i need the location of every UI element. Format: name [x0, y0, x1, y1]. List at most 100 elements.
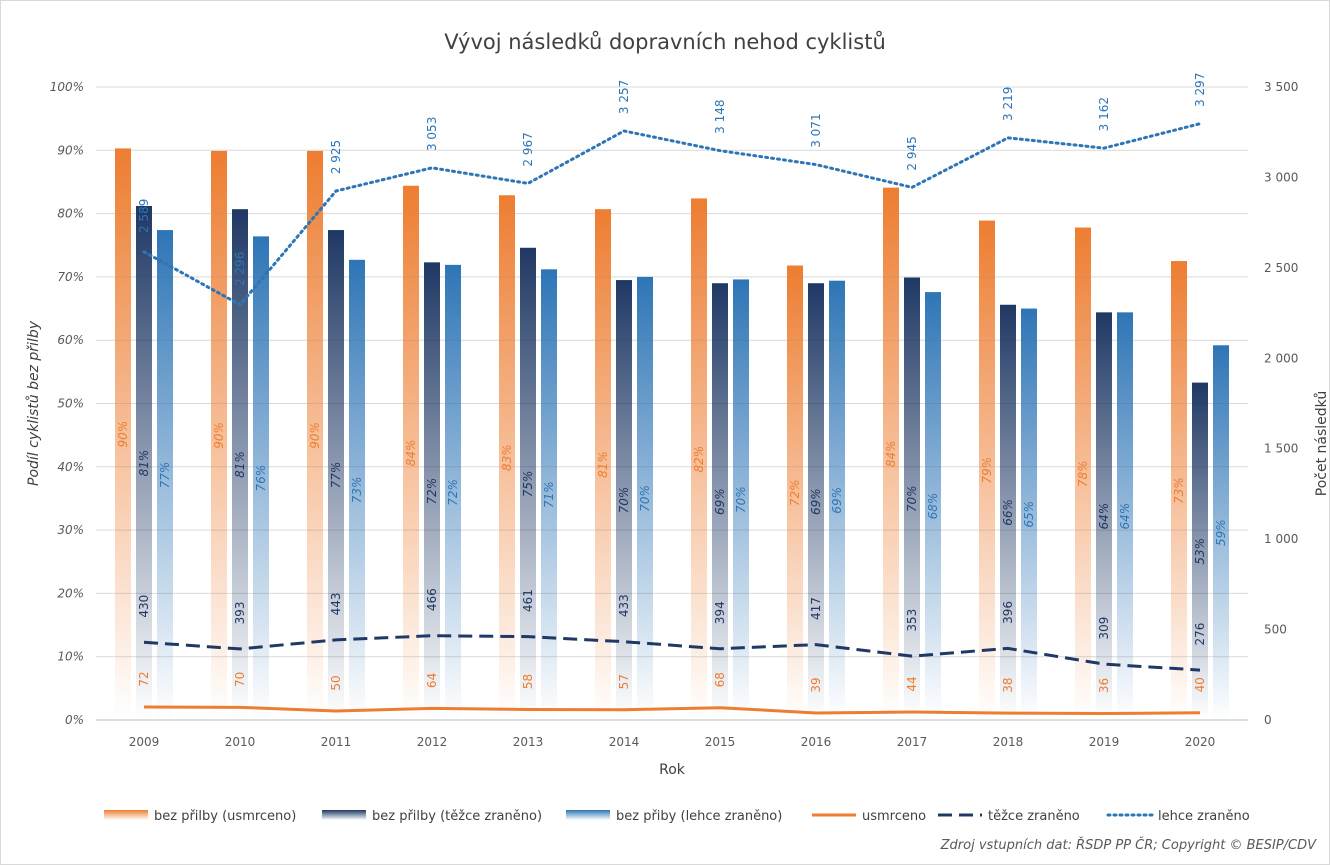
- legend-label: lehce zraněno: [1158, 809, 1250, 824]
- y-right-tick-label: 0: [1264, 713, 1272, 727]
- bar: [829, 280, 845, 720]
- bar: [328, 230, 344, 721]
- line-data-label: 3 297: [1193, 73, 1207, 107]
- x-tick-label: 2020: [1185, 735, 1216, 749]
- bar: [925, 292, 941, 720]
- bar-data-label: 79%: [980, 457, 994, 484]
- line-data-label: 433: [617, 594, 631, 617]
- y-left-tick-label: 40%: [57, 460, 84, 474]
- bar-data-label: 71%: [542, 481, 556, 508]
- y-left-tick-label: 10%: [57, 650, 84, 664]
- bar: [979, 220, 995, 721]
- bar-data-label: 90%: [116, 421, 130, 448]
- y-left-tick-label: 20%: [57, 586, 84, 600]
- bar: [1075, 227, 1091, 720]
- bar: [808, 283, 824, 720]
- bar-data-label: 81%: [137, 450, 151, 477]
- bar-data-label: 73%: [1172, 477, 1186, 504]
- legend-swatch: [322, 810, 366, 820]
- x-tick-label: 2009: [129, 735, 160, 749]
- line-data-label: 3 257: [617, 80, 631, 114]
- bar-data-label: 53%: [1193, 538, 1207, 565]
- bar-data-label: 70%: [617, 487, 631, 514]
- line-data-label: 40: [1193, 677, 1207, 692]
- bar: [787, 265, 803, 720]
- bar: [115, 148, 131, 720]
- line-data-label: 417: [809, 597, 823, 620]
- bar-data-label: 65%: [1022, 501, 1036, 528]
- bar: [883, 187, 899, 721]
- bar: [1171, 261, 1187, 720]
- bar-data-label: 70%: [638, 485, 652, 512]
- line-data-label: 72: [137, 671, 151, 686]
- bar: [637, 276, 653, 720]
- bar: [349, 259, 365, 720]
- bar: [1192, 382, 1208, 720]
- y-right-tick-label: 500: [1264, 623, 1287, 637]
- x-tick-label: 2010: [225, 735, 256, 749]
- y-left-tick-label: 50%: [57, 397, 84, 411]
- bar-data-label: 77%: [329, 462, 343, 489]
- line-data-label: 44: [905, 676, 919, 691]
- legend-label: bez přiby (lehce zraněno): [616, 809, 782, 824]
- bar: [445, 264, 461, 720]
- line-data-label: 430: [137, 595, 151, 618]
- line-data-label: 64: [425, 673, 439, 688]
- line-data-label: 70: [233, 672, 247, 687]
- line-data-label: 443: [329, 592, 343, 615]
- y-left-axis-title: Podíl cyklistů bez přilby: [26, 320, 42, 486]
- bar-data-label: 73%: [350, 477, 364, 504]
- bar-data-label: 64%: [1097, 503, 1111, 530]
- line-series-0: [143, 705, 1201, 715]
- bar-data-label: 82%: [692, 446, 706, 473]
- line-series-1: [143, 634, 1201, 672]
- line-data-label: 3 148: [713, 99, 727, 133]
- bar-data-label: 66%: [1001, 499, 1015, 526]
- y-right-tick-label: 1 000: [1264, 532, 1298, 546]
- y-right-axis-title: Počet následků: [1314, 391, 1330, 496]
- legend-swatch: [104, 810, 148, 820]
- bar-data-label: 64%: [1118, 503, 1132, 530]
- bar: [904, 277, 920, 720]
- line-data-label: 57: [617, 674, 631, 689]
- y-left-tick-label: 70%: [57, 270, 84, 284]
- y-right-tick-label: 2 500: [1264, 261, 1298, 275]
- source-note: Zdroj vstupních dat: ŘSDP PP ČR; Copyrig…: [940, 838, 1316, 853]
- x-axis-title: Rok: [659, 762, 686, 778]
- y-left-tick-label: 90%: [57, 143, 84, 157]
- bar: [1213, 345, 1229, 720]
- x-tick-label: 2019: [1089, 735, 1120, 749]
- line-data-label: 393: [233, 601, 247, 624]
- legend-label: těžce zraněno: [988, 809, 1080, 824]
- bar: [691, 198, 707, 720]
- line-series-2: [142, 122, 1202, 307]
- bar-data-label: 68%: [926, 493, 940, 520]
- bar-data-label: 76%: [254, 465, 268, 492]
- x-tick-label: 2015: [705, 735, 736, 749]
- bar-data-label: 78%: [1076, 460, 1090, 487]
- line-data-label: 2 296: [233, 252, 247, 286]
- bar-data-label: 69%: [713, 488, 727, 515]
- bar-data-label: 70%: [905, 485, 919, 512]
- x-tick-label: 2011: [321, 735, 352, 749]
- bar: [595, 209, 611, 720]
- bar: [403, 185, 419, 721]
- line-data-label: 309: [1097, 617, 1111, 640]
- bar-data-label: 90%: [212, 422, 226, 449]
- line-data-label: 2 967: [521, 132, 535, 166]
- legend-label: bez přilby (usmrceno): [154, 809, 296, 824]
- y-right-tick-label: 3 000: [1264, 170, 1298, 184]
- line-data-label: 38: [1001, 677, 1015, 692]
- bar-data-label: 69%: [809, 488, 823, 515]
- chart-title: Vývoj následků dopravních nehod cyklistů: [444, 30, 886, 54]
- bar-data-label: 77%: [158, 462, 172, 489]
- line-data-label: 3 219: [1001, 87, 1015, 121]
- y-left-tick-label: 80%: [57, 207, 84, 221]
- bar-data-label: 70%: [734, 486, 748, 513]
- bar: [712, 283, 728, 720]
- x-tick-label: 2017: [897, 735, 928, 749]
- bar: [1000, 304, 1016, 720]
- legend-label: bez přilby (těžce zraněno): [372, 809, 542, 824]
- bar-data-label: 69%: [830, 487, 844, 514]
